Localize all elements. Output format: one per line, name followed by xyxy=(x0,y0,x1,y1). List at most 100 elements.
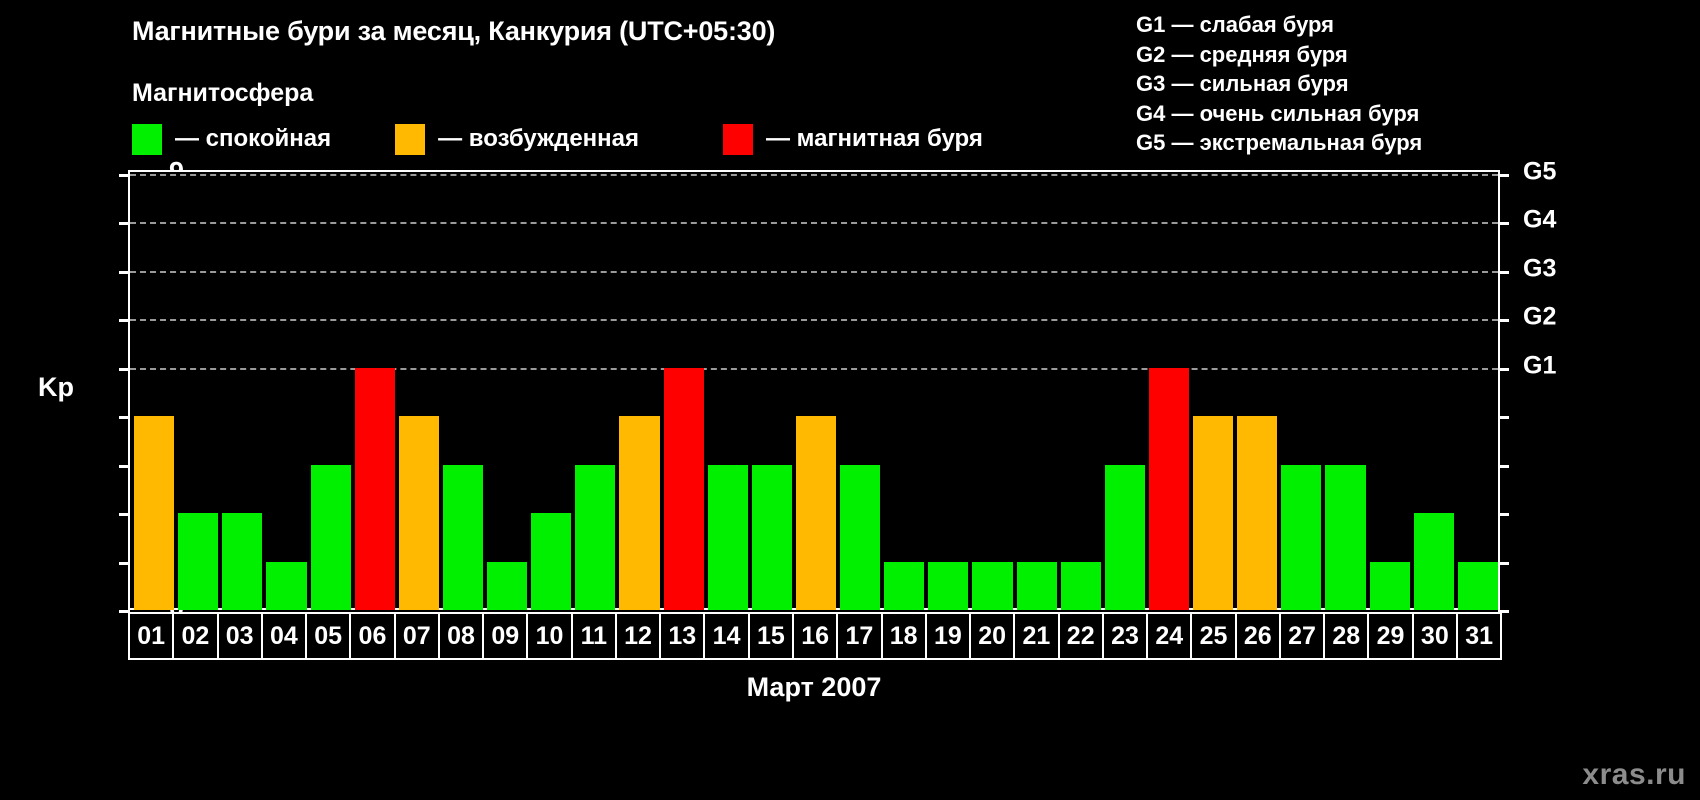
right-axis-tick xyxy=(1498,513,1509,517)
day-label-27: 27 xyxy=(1278,612,1326,660)
day-label-11: 11 xyxy=(570,612,617,660)
bar-slot xyxy=(1103,174,1147,610)
bar xyxy=(178,513,219,610)
day-label-12: 12 xyxy=(614,612,662,660)
legend-label-quiet: — спокойная xyxy=(175,125,332,152)
x-axis-day-labels: 01 02 03 04 05 06 07 08 09 10 11 12 13 14 15 16 17 18 19 20… xyxy=(128,612,1503,660)
right-axis-tick xyxy=(1498,222,1509,226)
gscale-line-g1: G1 — слабая буря xyxy=(1136,12,1335,37)
gridline xyxy=(130,174,1498,176)
bar-slot xyxy=(1279,174,1323,610)
bar xyxy=(398,416,439,610)
y-axis-tick xyxy=(119,561,130,565)
right-axis-label-g4: G4 xyxy=(1523,205,1557,234)
bar-slot xyxy=(529,174,573,610)
bar-slot xyxy=(1191,174,1235,610)
bar-slot xyxy=(1368,174,1412,610)
watermark: xras.ru xyxy=(1582,758,1686,791)
gridline xyxy=(130,270,1498,273)
bar-slot xyxy=(706,174,750,610)
right-axis-tick xyxy=(1498,610,1509,613)
right-axis-label-g3: G3 xyxy=(1523,254,1557,283)
bar-slot xyxy=(882,174,926,610)
day-label-14: 14 xyxy=(703,612,750,660)
y-axis-tick xyxy=(119,319,130,323)
y-axis-tick xyxy=(119,367,130,371)
bar-slot xyxy=(1059,174,1103,610)
bar xyxy=(266,561,307,610)
bar-slot xyxy=(485,174,529,610)
day-label-05: 05 xyxy=(305,612,352,660)
y-axis-title: Kp xyxy=(38,372,74,402)
bar xyxy=(1148,367,1189,610)
day-label-31: 31 xyxy=(1455,612,1503,660)
bar xyxy=(354,367,395,610)
y-axis-tick xyxy=(119,270,130,274)
legend-heading: Магнитосфера xyxy=(132,79,314,107)
day-label-09: 09 xyxy=(482,612,529,660)
y-axis-tick xyxy=(119,174,130,177)
bar-slot xyxy=(1235,174,1279,610)
gridline xyxy=(130,222,1498,225)
bar xyxy=(795,416,836,610)
day-label-04: 04 xyxy=(260,612,308,660)
bar xyxy=(972,561,1013,610)
bar-slot xyxy=(926,174,970,610)
day-label-25: 25 xyxy=(1190,612,1237,660)
day-label-30: 30 xyxy=(1411,612,1458,660)
day-label-18: 18 xyxy=(880,612,927,660)
bar-slot xyxy=(970,174,1014,610)
bar-slot xyxy=(573,174,617,610)
legend-label-unsettled: — возбужденная xyxy=(438,125,640,152)
day-label-19: 19 xyxy=(924,612,972,660)
bar xyxy=(487,561,528,610)
right-axis-tick xyxy=(1498,416,1509,420)
bar xyxy=(663,367,704,610)
bar-slot xyxy=(397,174,441,610)
y-axis-tick xyxy=(119,610,130,613)
bar-slot xyxy=(794,174,838,610)
bar xyxy=(619,416,660,610)
bar-series xyxy=(132,174,1500,610)
bar xyxy=(751,464,792,610)
legend-swatch-unsettled xyxy=(395,123,426,155)
bar xyxy=(310,464,351,610)
day-label-07: 07 xyxy=(393,612,440,660)
bar-slot xyxy=(662,174,706,610)
legend: — спокойная — возбужденная — магнитная б… xyxy=(132,122,983,156)
day-label-06: 06 xyxy=(349,612,396,660)
bar xyxy=(222,513,263,610)
bar xyxy=(1104,464,1145,610)
day-label-29: 29 xyxy=(1367,612,1414,660)
bar xyxy=(1457,561,1498,610)
right-axis-tick xyxy=(1498,174,1509,177)
day-label-15: 15 xyxy=(747,612,794,660)
bar xyxy=(707,464,748,610)
bar xyxy=(1016,561,1057,610)
bar xyxy=(531,513,572,610)
day-label-21: 21 xyxy=(1013,612,1060,660)
day-label-10: 10 xyxy=(526,612,573,660)
right-axis-tick xyxy=(1498,464,1509,468)
bar xyxy=(1060,561,1101,610)
y-axis-tick xyxy=(119,464,130,468)
bar xyxy=(884,561,925,610)
bar xyxy=(1193,416,1234,610)
legend-item-storm: — магнитная буря xyxy=(723,123,983,155)
day-label-13: 13 xyxy=(659,612,706,660)
x-axis-title: Март 2007 xyxy=(746,672,882,702)
gscale-legend: G1 — слабая буря G2 — средняя буря G3 — … xyxy=(1136,10,1556,158)
gscale-line-g4: G4 — очень сильная буря xyxy=(1136,100,1420,126)
right-axis-label-g1: G1 xyxy=(1523,351,1557,380)
bar-slot xyxy=(1412,174,1456,610)
gscale-line-g5: G5 — экстремальная буря xyxy=(1136,130,1423,155)
day-label-24: 24 xyxy=(1146,612,1193,660)
day-label-16: 16 xyxy=(791,612,839,660)
y-axis-tick xyxy=(119,513,130,517)
bar-slot xyxy=(1147,174,1191,610)
bar xyxy=(928,561,969,610)
bar-slot xyxy=(1323,174,1367,610)
plot-inner xyxy=(119,172,1509,613)
bar xyxy=(575,464,616,610)
day-label-03: 03 xyxy=(216,612,263,660)
